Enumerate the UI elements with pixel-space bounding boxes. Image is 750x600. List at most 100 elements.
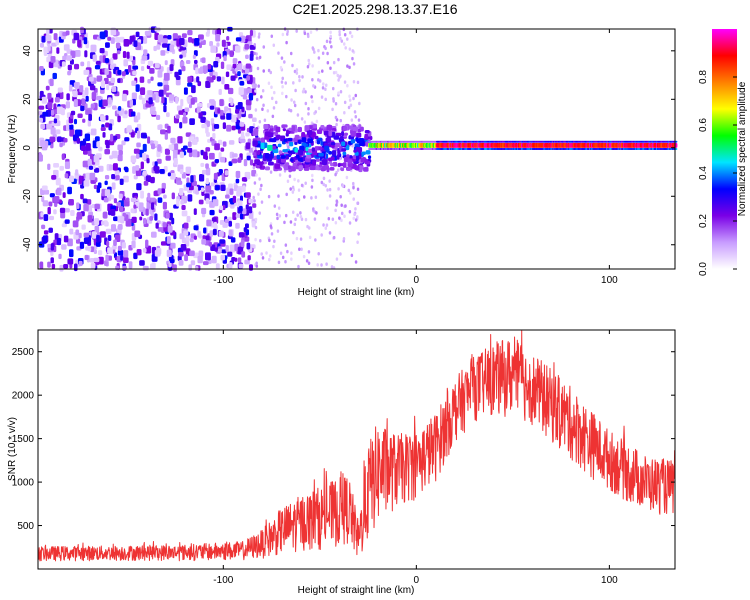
spectrogram-cell [85, 142, 91, 151]
spectrogram-cell [80, 193, 84, 200]
spectrogram-cell [255, 165, 260, 169]
snr-x-tick-label: -100 [213, 575, 233, 586]
spectrogram-cell [232, 58, 238, 64]
spectrogram-cell [221, 39, 226, 47]
spectrogram-cell [48, 201, 53, 207]
spectrogram-cell [252, 195, 255, 200]
spectrogram-cell [60, 107, 65, 116]
spectrogram-cell [186, 177, 190, 184]
spectrogram-cell [275, 135, 281, 140]
spectrogram-cell [330, 265, 334, 269]
spectrogram-cell [326, 166, 330, 173]
spectrogram-cell [269, 70, 273, 75]
spectrogram-cell [236, 187, 242, 195]
spectrogram-cell [322, 176, 326, 181]
spectrogram-cell [367, 155, 372, 160]
spectrogram-cell [281, 32, 285, 37]
spectrogram-cell [228, 183, 233, 190]
spectrogram-cell [128, 261, 133, 269]
spectrogram-cell [82, 160, 89, 168]
spectrogram-cell [226, 64, 232, 71]
spectrogram-cell [187, 76, 193, 83]
spectrogram-cell [253, 51, 256, 56]
spectrogram-cell [176, 114, 180, 119]
spectrogram-cell [179, 121, 183, 129]
spectrogram-cell [338, 32, 341, 37]
spectrogram-cell [245, 223, 249, 229]
spectrogram-cell [300, 217, 304, 221]
spectrogram-cell [132, 59, 136, 66]
spectrogram-cell [350, 34, 354, 39]
spectrogram-cell [193, 208, 197, 216]
spectrogram-cell [43, 46, 49, 54]
spectrogram-cell [337, 187, 340, 191]
spectrogram-cell [340, 39, 344, 43]
spectrogram-cell [135, 165, 140, 171]
spectrogram-cell [316, 140, 321, 145]
spectrogram-cell [284, 81, 287, 85]
spectrogram-cell [100, 115, 106, 122]
spectrogram-cell [142, 170, 147, 176]
spectrogram-cell [253, 43, 256, 47]
spectrogram-cell [341, 184, 345, 188]
spectrogram-cell [101, 220, 105, 226]
spectrogram-cell [83, 232, 90, 238]
spectrogram-cell [110, 57, 114, 65]
spectrogram-cell [332, 70, 336, 75]
spectrogram-cell [145, 239, 149, 248]
spectrogram-cell [176, 105, 183, 111]
spectrogram-cell [210, 182, 216, 187]
spectrogram-cell [88, 165, 94, 170]
spectrogram-cell [273, 239, 276, 244]
spectrogram-cell [264, 131, 271, 137]
spectrogram-cell [311, 46, 315, 50]
spectrogram-cell [354, 93, 358, 98]
spectrogram-cell [202, 261, 209, 266]
spectrogram-cell [78, 232, 82, 239]
spectrogram-cell [140, 190, 144, 199]
spectrogram-cell [235, 123, 241, 130]
spectrogram-cell [347, 105, 351, 110]
spectrogram-cell [165, 212, 170, 219]
spectrogram-cell [260, 183, 263, 188]
spectrogram-cell [315, 211, 318, 215]
spectrogram-cell [274, 163, 281, 169]
spectrogram-cell [158, 89, 164, 97]
spectrogram-cell [191, 180, 197, 187]
spectrogram-cell [294, 141, 298, 145]
spectrogram-cell [91, 92, 97, 100]
spectrogram-cell [307, 261, 311, 265]
spectrogram-cell [329, 34, 332, 39]
spectrogram-cell [38, 117, 43, 123]
spectrogram-cell [223, 55, 227, 62]
spectrogram-cell [134, 230, 141, 238]
spectrogram-cell [110, 224, 117, 232]
spectrogram-cell [220, 147, 225, 152]
spectrogram-cell [222, 122, 226, 130]
spectrogram-cell [328, 194, 332, 198]
spectrogram-cell [189, 250, 195, 257]
spectrogram-cell [228, 220, 233, 227]
spectrogram-cell [226, 124, 232, 132]
spectrogram-cell [143, 49, 148, 56]
spectrogram-cell [54, 97, 60, 103]
spectrogram-cell [87, 61, 91, 69]
spectrogram-cell [294, 217, 297, 222]
spectrogram-cell [163, 104, 167, 113]
spectrogram-cell [147, 136, 151, 144]
spectrogram-cell [168, 94, 175, 101]
spectrogram-cell [215, 33, 221, 42]
spectrogram-cell [142, 248, 147, 253]
spectrogram-cell [322, 182, 325, 187]
spectrogram-cell [297, 149, 304, 156]
spectrogram-cell [299, 214, 303, 219]
spectrogram-cell [355, 132, 362, 138]
spectrogram-cell [42, 111, 49, 117]
spectrogram-cell [224, 170, 229, 176]
spectrogram-cell [278, 139, 282, 144]
spectrogram-cell [238, 205, 243, 212]
spectrogram-cell [144, 30, 151, 36]
spectrogram-cell [103, 197, 109, 203]
spectrogram-cell [160, 129, 166, 135]
spectrogram-cell [83, 69, 90, 76]
